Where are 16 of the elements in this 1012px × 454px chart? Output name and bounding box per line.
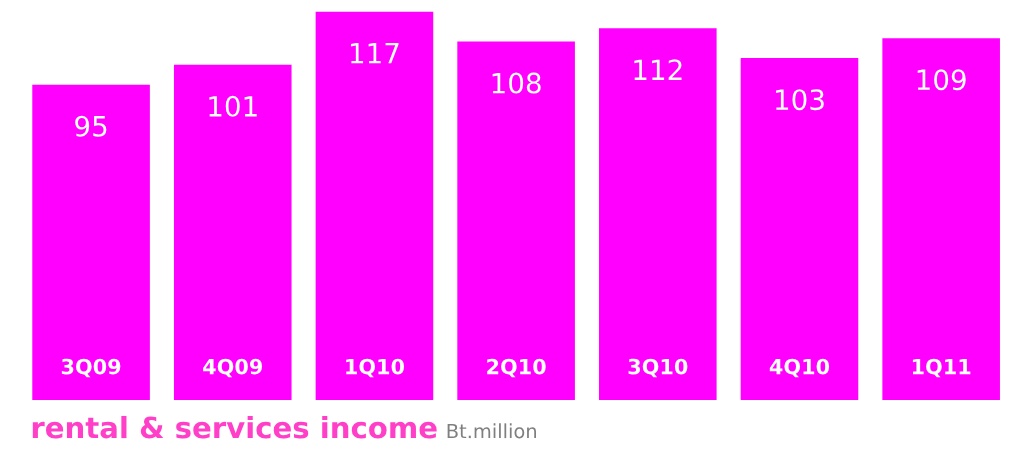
x-tick-label: 1Q11 <box>912 358 971 378</box>
data-label: 95 <box>75 115 107 137</box>
x-tick-label: 1Q10 <box>346 358 405 378</box>
text: rental & services income <box>32 415 437 439</box>
data-label: 117 <box>350 43 399 64</box>
x-tick-label: 2Q10 <box>487 358 546 378</box>
x-tick-label: 4Q09 <box>203 358 263 378</box>
x-tick-label: 3Q10 <box>628 358 688 378</box>
data-label: 109 <box>917 69 966 91</box>
data-label: 112 <box>634 59 682 80</box>
x-tick-label: 3Q09 <box>61 358 121 378</box>
data-label: 103 <box>776 89 824 111</box>
data-label: 101 <box>209 95 257 117</box>
data-label: 108 <box>492 72 541 94</box>
text: Bt.million <box>447 423 536 439</box>
x-tick-label: 4Q10 <box>769 358 830 378</box>
